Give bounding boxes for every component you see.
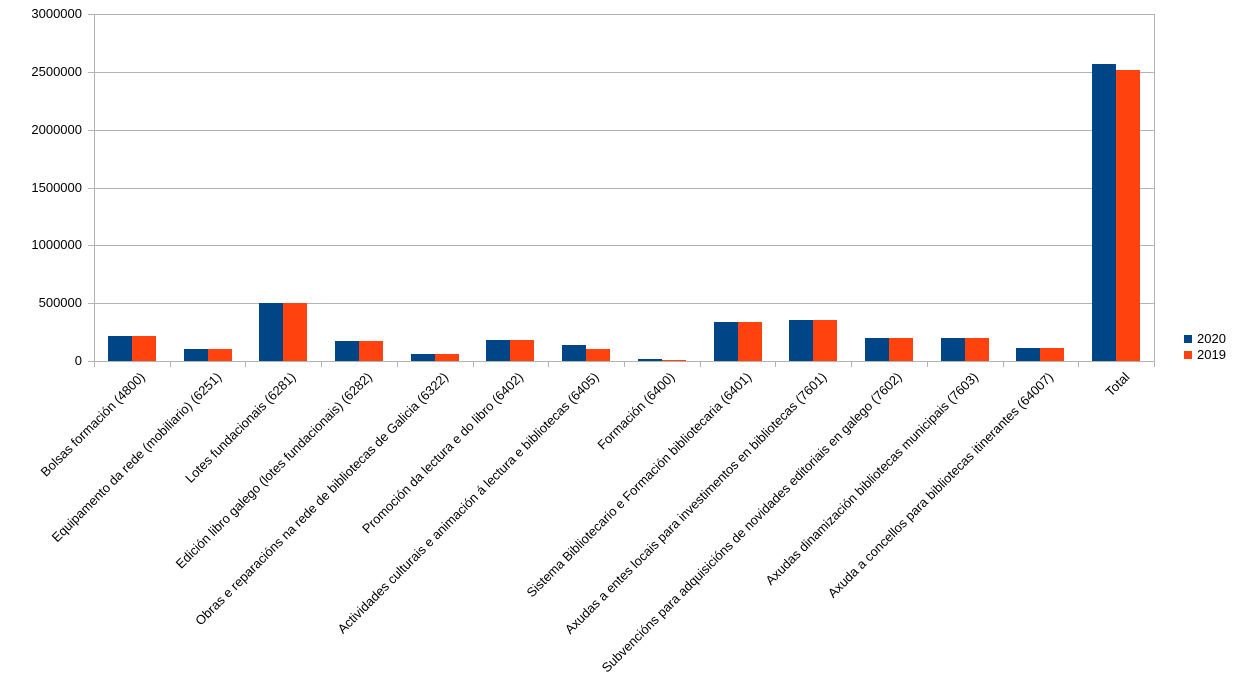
bar-2019 (965, 338, 989, 361)
legend-swatch-2020 (1184, 334, 1192, 343)
x-axis-line (94, 361, 1155, 362)
bar-2020 (714, 322, 738, 361)
bar-2019 (813, 320, 837, 361)
bar-2020 (411, 354, 435, 361)
x-tick (1154, 362, 1155, 367)
bar-2020 (562, 345, 586, 361)
x-tick (775, 362, 776, 367)
bar-2019 (586, 349, 610, 361)
y-tick-label: 1500000 (31, 180, 82, 195)
y-gridline (94, 72, 1154, 73)
y-tick (88, 188, 94, 189)
y-tick (88, 245, 94, 246)
x-tick (397, 362, 398, 367)
bar-2020 (1016, 348, 1040, 361)
x-tick (245, 362, 246, 367)
x-category-label: Formación (6400) (594, 369, 678, 453)
bar-2019 (132, 336, 156, 361)
x-category-label: Equipamento da rede (mobiliario) (6251) (48, 369, 224, 545)
y-gridline (94, 130, 1154, 131)
x-category-label: Actividades culturais e animación á lect… (334, 369, 602, 637)
y-tick-label: 3000000 (31, 6, 82, 21)
y-gridline (94, 188, 1154, 189)
y-tick (88, 361, 94, 362)
y-tick (88, 14, 94, 15)
x-tick (548, 362, 549, 367)
x-tick (473, 362, 474, 367)
x-tick (94, 362, 95, 367)
bar-2020 (865, 338, 889, 361)
bar-2020 (638, 359, 662, 361)
legend-item-2019: 2019 (1184, 347, 1226, 362)
y-tick-label: 0 (74, 353, 82, 368)
bar-2020 (941, 338, 965, 361)
legend-label: 2019 (1197, 347, 1226, 362)
y-gridline (94, 303, 1154, 304)
bar-2019 (738, 322, 762, 361)
bar-2019 (889, 338, 913, 361)
bar-2020 (789, 320, 813, 361)
y-tick-label: 2000000 (31, 122, 82, 137)
bar-2019 (662, 360, 686, 361)
x-tick (700, 362, 701, 367)
x-category-label: Axudas a entes locais para investimentos… (561, 369, 829, 637)
bar-2019 (1040, 348, 1064, 361)
bar-2019 (435, 354, 459, 361)
bar-2020 (259, 303, 283, 361)
bar-2020 (486, 340, 510, 361)
x-tick (1003, 362, 1004, 367)
y-gridline (94, 14, 1154, 15)
plot-right-border (1154, 14, 1155, 361)
bar-2020 (335, 341, 359, 361)
bar-2019 (283, 303, 307, 361)
bar-2019 (510, 340, 534, 361)
legend-label: 2020 (1197, 331, 1226, 346)
x-category-label: Subvencións para adquisicións de novidad… (598, 369, 905, 676)
bar-2020 (184, 349, 208, 361)
x-tick (927, 362, 928, 367)
y-tick (88, 130, 94, 131)
legend-item-2020: 2020 (1184, 331, 1226, 346)
x-tick (851, 362, 852, 367)
x-category-label: Total (1101, 369, 1132, 400)
bar-2019 (359, 341, 383, 361)
bar-2019 (208, 349, 232, 361)
chart-legend: 2020 2019 (1184, 331, 1226, 362)
x-tick (1078, 362, 1079, 367)
y-tick-label: 2500000 (31, 64, 82, 79)
legend-swatch-2019 (1184, 350, 1192, 359)
x-tick (624, 362, 625, 367)
bar-2020 (1092, 64, 1116, 361)
y-tick (88, 72, 94, 73)
bar-2019 (1116, 70, 1140, 361)
bar-2020 (108, 336, 132, 361)
y-tick (88, 303, 94, 304)
x-category-label: Obras e reparacións na rede de bibliotec… (191, 369, 451, 629)
x-tick (321, 362, 322, 367)
y-tick-label: 500000 (38, 295, 82, 310)
y-tick-label: 1000000 (31, 237, 82, 252)
x-category-label: Promoción da lectura e do libro (6402) (358, 369, 526, 537)
x-tick (170, 362, 171, 367)
y-axis-line (94, 14, 95, 361)
y-gridline (94, 245, 1154, 246)
